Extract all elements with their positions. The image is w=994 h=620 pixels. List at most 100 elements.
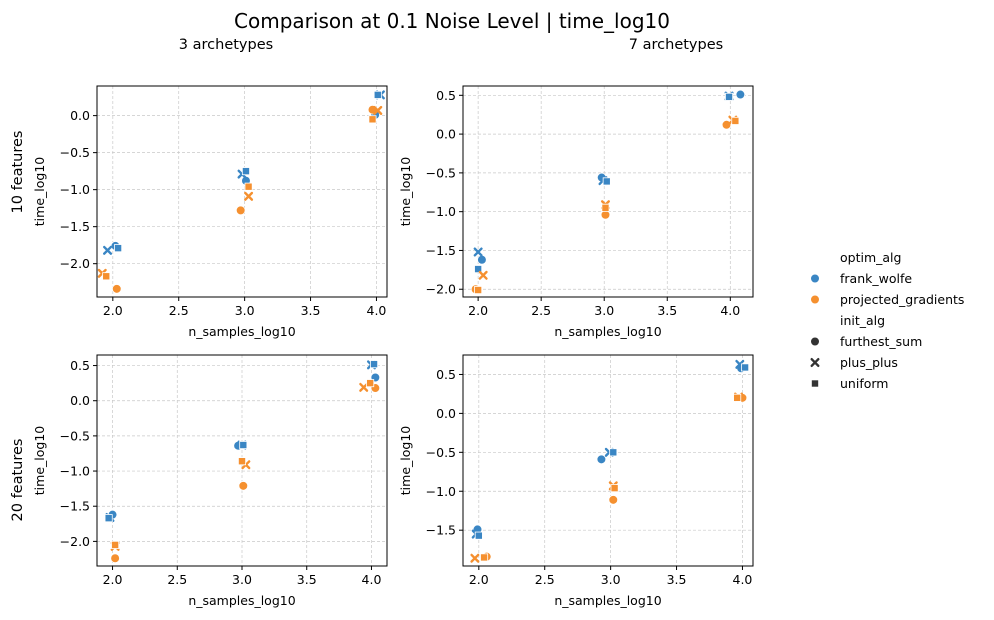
data-point <box>373 90 382 99</box>
data-point <box>474 265 483 274</box>
data-point <box>733 393 742 402</box>
y-tick-label: −0.5 <box>426 445 456 460</box>
x-axis-label: n_samples_log10 <box>188 593 295 608</box>
subplot-1-1: 2.0 2.5 3.0 3.5 4.0 −1.5 −1.0 −0.5 0.0 0.5 n_sampl… <box>398 354 754 608</box>
x-tick-label: 2.0 <box>468 303 488 318</box>
data-point <box>102 272 111 281</box>
legend-style-marker <box>811 379 820 388</box>
legend-hue-label: frank_wolfe <box>840 271 912 286</box>
y-tick-label: 0.0 <box>436 406 456 421</box>
x-tick-label: 4.0 <box>733 572 753 587</box>
legend-style-marker <box>810 358 820 367</box>
x-tick-label: 2.5 <box>535 572 555 587</box>
y-tick-label: −2.0 <box>60 534 90 549</box>
axes-frame <box>96 354 388 567</box>
legend-style-label: uniform <box>840 376 888 391</box>
legend-style-title: init_alg <box>840 313 885 328</box>
x-axis-label: n_samples_log10 <box>554 324 661 339</box>
x-tick-label: 4.0 <box>367 303 387 318</box>
y-tick-label: −2.0 <box>60 256 90 271</box>
y-tick-label: 0.5 <box>436 367 456 382</box>
y-tick-label: 0.0 <box>436 127 456 142</box>
x-tick-label: 2.0 <box>103 572 123 587</box>
data-point <box>103 245 113 255</box>
axes-frame <box>462 85 754 298</box>
y-tick-label: −0.5 <box>426 165 456 180</box>
x-tick-label: 2.5 <box>169 303 189 318</box>
data-point <box>474 531 483 540</box>
column-title-7-archetypes: 7 archetypes <box>629 37 723 53</box>
y-tick-label: −0.5 <box>60 145 90 160</box>
data-point <box>238 481 249 491</box>
data-point <box>110 553 120 564</box>
y-tick-label: −2.0 <box>426 282 456 297</box>
data-point <box>235 205 246 216</box>
data-point <box>477 254 487 265</box>
data-point <box>470 553 480 563</box>
data-point <box>359 382 369 392</box>
x-tick-label: 4.0 <box>362 572 382 587</box>
data-point <box>725 92 734 101</box>
x-axis-label: n_samples_log10 <box>188 324 295 339</box>
y-tick-label: −1.0 <box>426 484 456 499</box>
data-point <box>241 167 250 176</box>
data-point <box>368 115 377 124</box>
x-axis-label: n_samples_log10 <box>554 593 661 608</box>
data-point <box>731 116 740 125</box>
data-point <box>373 105 383 115</box>
figure-title: Comparison at 0.1 Noise Level | time_log… <box>234 9 670 33</box>
subplot-0-0: 2.0 2.5 3.0 3.5 4.0 −2.0 −1.5 −1.0 −0.5 0.0 n_samp… <box>32 85 388 339</box>
data-point <box>111 284 122 294</box>
data-point <box>370 360 379 369</box>
x-tick-label: 3.5 <box>297 572 317 587</box>
y-axis-label: time_log10 <box>32 157 47 226</box>
legend: optim_alg frank_wolfe projected_gradientsi… <box>810 250 964 391</box>
axes-frame <box>96 85 388 298</box>
data-point <box>114 244 123 253</box>
data-point <box>244 182 253 191</box>
x-tick-label: 2.5 <box>531 303 551 318</box>
y-tick-label: −1.5 <box>426 523 456 538</box>
data-point <box>474 286 483 295</box>
subplot-grid: 2.0 2.5 3.0 3.5 4.0 −2.0 −1.5 −1.0 −0.5 0.0 n_samp… <box>32 85 754 608</box>
data-point <box>480 553 489 562</box>
y-tick-label: −1.5 <box>60 499 90 514</box>
x-tick-label: 3.0 <box>601 572 621 587</box>
data-point <box>610 484 619 493</box>
data-point <box>596 454 607 465</box>
y-tick-label: 0.5 <box>436 88 456 103</box>
data-point <box>741 363 750 372</box>
x-tick-label: 4.0 <box>720 303 740 318</box>
data-point <box>608 495 619 505</box>
data-point <box>735 89 746 100</box>
x-tick-label: 3.0 <box>594 303 614 318</box>
data-point <box>478 270 488 280</box>
y-tick-label: −1.5 <box>426 243 456 258</box>
legend-style-marker <box>810 336 820 347</box>
legend-hue-marker <box>810 273 820 284</box>
axes-frame <box>462 354 754 567</box>
y-tick-label: −1.0 <box>60 182 90 197</box>
row-label-10-features: 10 features <box>10 131 26 214</box>
x-tick-label: 2.0 <box>103 303 123 318</box>
x-tick-label: 2.0 <box>469 572 489 587</box>
x-tick-label: 3.0 <box>232 572 252 587</box>
subplot-0-1: 2.0 2.5 3.0 3.5 4.0 −2.0 −1.5 −1.0 −0.5 0.0 0.5 n_s… <box>398 85 754 339</box>
y-tick-label: 0.5 <box>70 358 90 373</box>
column-title-3-archetypes: 3 archetypes <box>179 37 273 53</box>
subplot-1-0: 2.0 2.5 3.0 3.5 4.0 −2.0 −1.5 −1.0 −0.5 0.0 0.5 n_s… <box>32 354 388 608</box>
y-tick-label: −1.0 <box>60 464 90 479</box>
y-tick-label: −1.5 <box>60 219 90 234</box>
legend-hue-marker <box>810 294 820 305</box>
data-point <box>473 247 483 257</box>
legend-style-label: furthest_sum <box>840 334 922 349</box>
y-tick-label: −1.0 <box>426 204 456 219</box>
data-point <box>244 191 254 201</box>
data-point <box>609 448 618 457</box>
x-tick-label: 3.0 <box>235 303 255 318</box>
x-tick-label: 3.5 <box>657 303 677 318</box>
legend-hue-title: optim_alg <box>840 250 901 265</box>
y-tick-label: 0.0 <box>70 108 90 123</box>
